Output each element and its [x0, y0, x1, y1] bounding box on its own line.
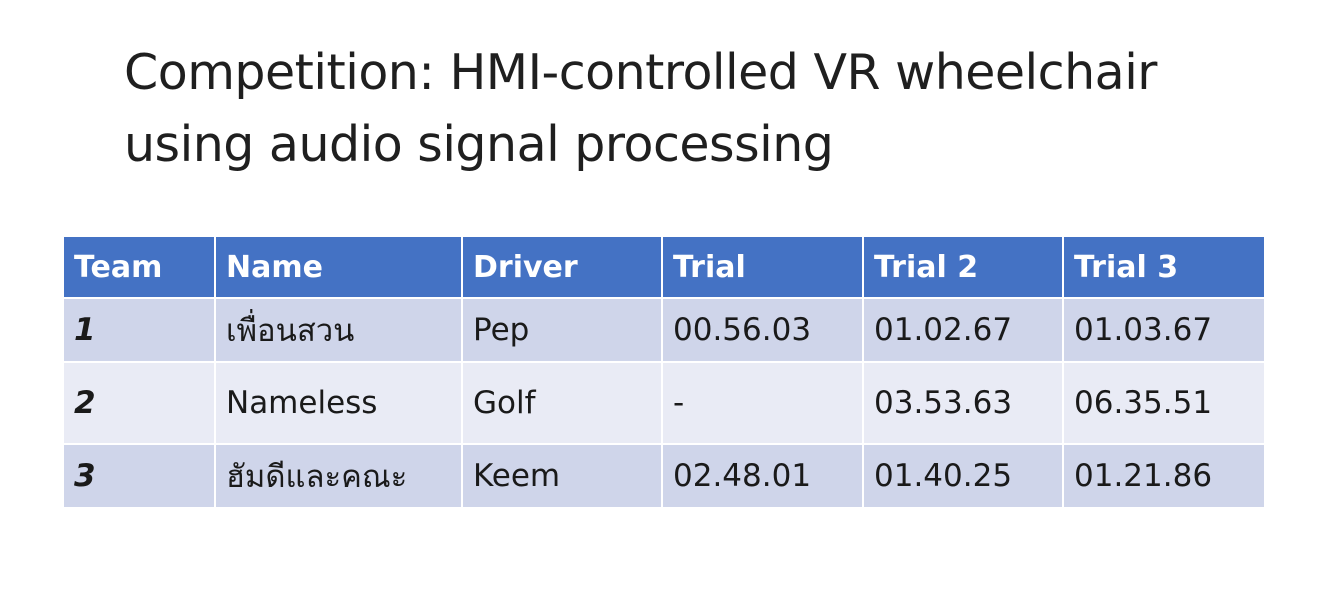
slide-title-line-2: using audio signal processing [124, 115, 834, 173]
trial-1-time: 02.48.01 [661, 443, 864, 509]
trial-2-time: 03.53.63 [862, 361, 1064, 445]
trial-2-time: 01.40.25 [862, 443, 1064, 509]
slide-title: Competition: HMI-controlled VR wheelchai… [124, 37, 1274, 181]
table-row: 3 ฮัมดีและคณะ Keem 02.48.01 01.40.25 01.… [62, 443, 1266, 509]
header-trial-2: Trial 2 [862, 235, 1064, 299]
header-row: Team Name Driver Trial Trial 2 Trial 3 [62, 235, 1266, 299]
trial-3-time: 06.35.51 [1062, 361, 1266, 445]
slide-title-line-1: Competition: HMI-controlled VR wheelchai… [124, 43, 1157, 101]
team-number: 2 [62, 361, 216, 445]
driver-name: Pep [461, 297, 663, 363]
header-trial-1: Trial [661, 235, 864, 299]
header-team: Team [62, 235, 216, 299]
results-table: Team Name Driver Trial Trial 2 Trial 3 1… [62, 235, 1266, 509]
table-row: 2 Nameless Golf - 03.53.63 06.35.51 [62, 361, 1266, 445]
team-name: เพื่อนสวน [214, 297, 463, 363]
header-trial-3: Trial 3 [1062, 235, 1266, 299]
trial-3-time: 01.21.86 [1062, 443, 1266, 509]
team-name: Nameless [214, 361, 463, 445]
trial-2-time: 01.02.67 [862, 297, 1064, 363]
header-name: Name [214, 235, 463, 299]
team-name: ฮัมดีและคณะ [214, 443, 463, 509]
table-row: 1 เพื่อนสวน Pep 00.56.03 01.02.67 01.03.… [62, 297, 1266, 363]
driver-name: Golf [461, 361, 663, 445]
team-number: 1 [62, 297, 216, 363]
trial-3-time: 01.03.67 [1062, 297, 1266, 363]
driver-name: Keem [461, 443, 663, 509]
team-number: 3 [62, 443, 216, 509]
header-driver: Driver [461, 235, 663, 299]
trial-1-time: - [661, 361, 864, 445]
trial-1-time: 00.56.03 [661, 297, 864, 363]
